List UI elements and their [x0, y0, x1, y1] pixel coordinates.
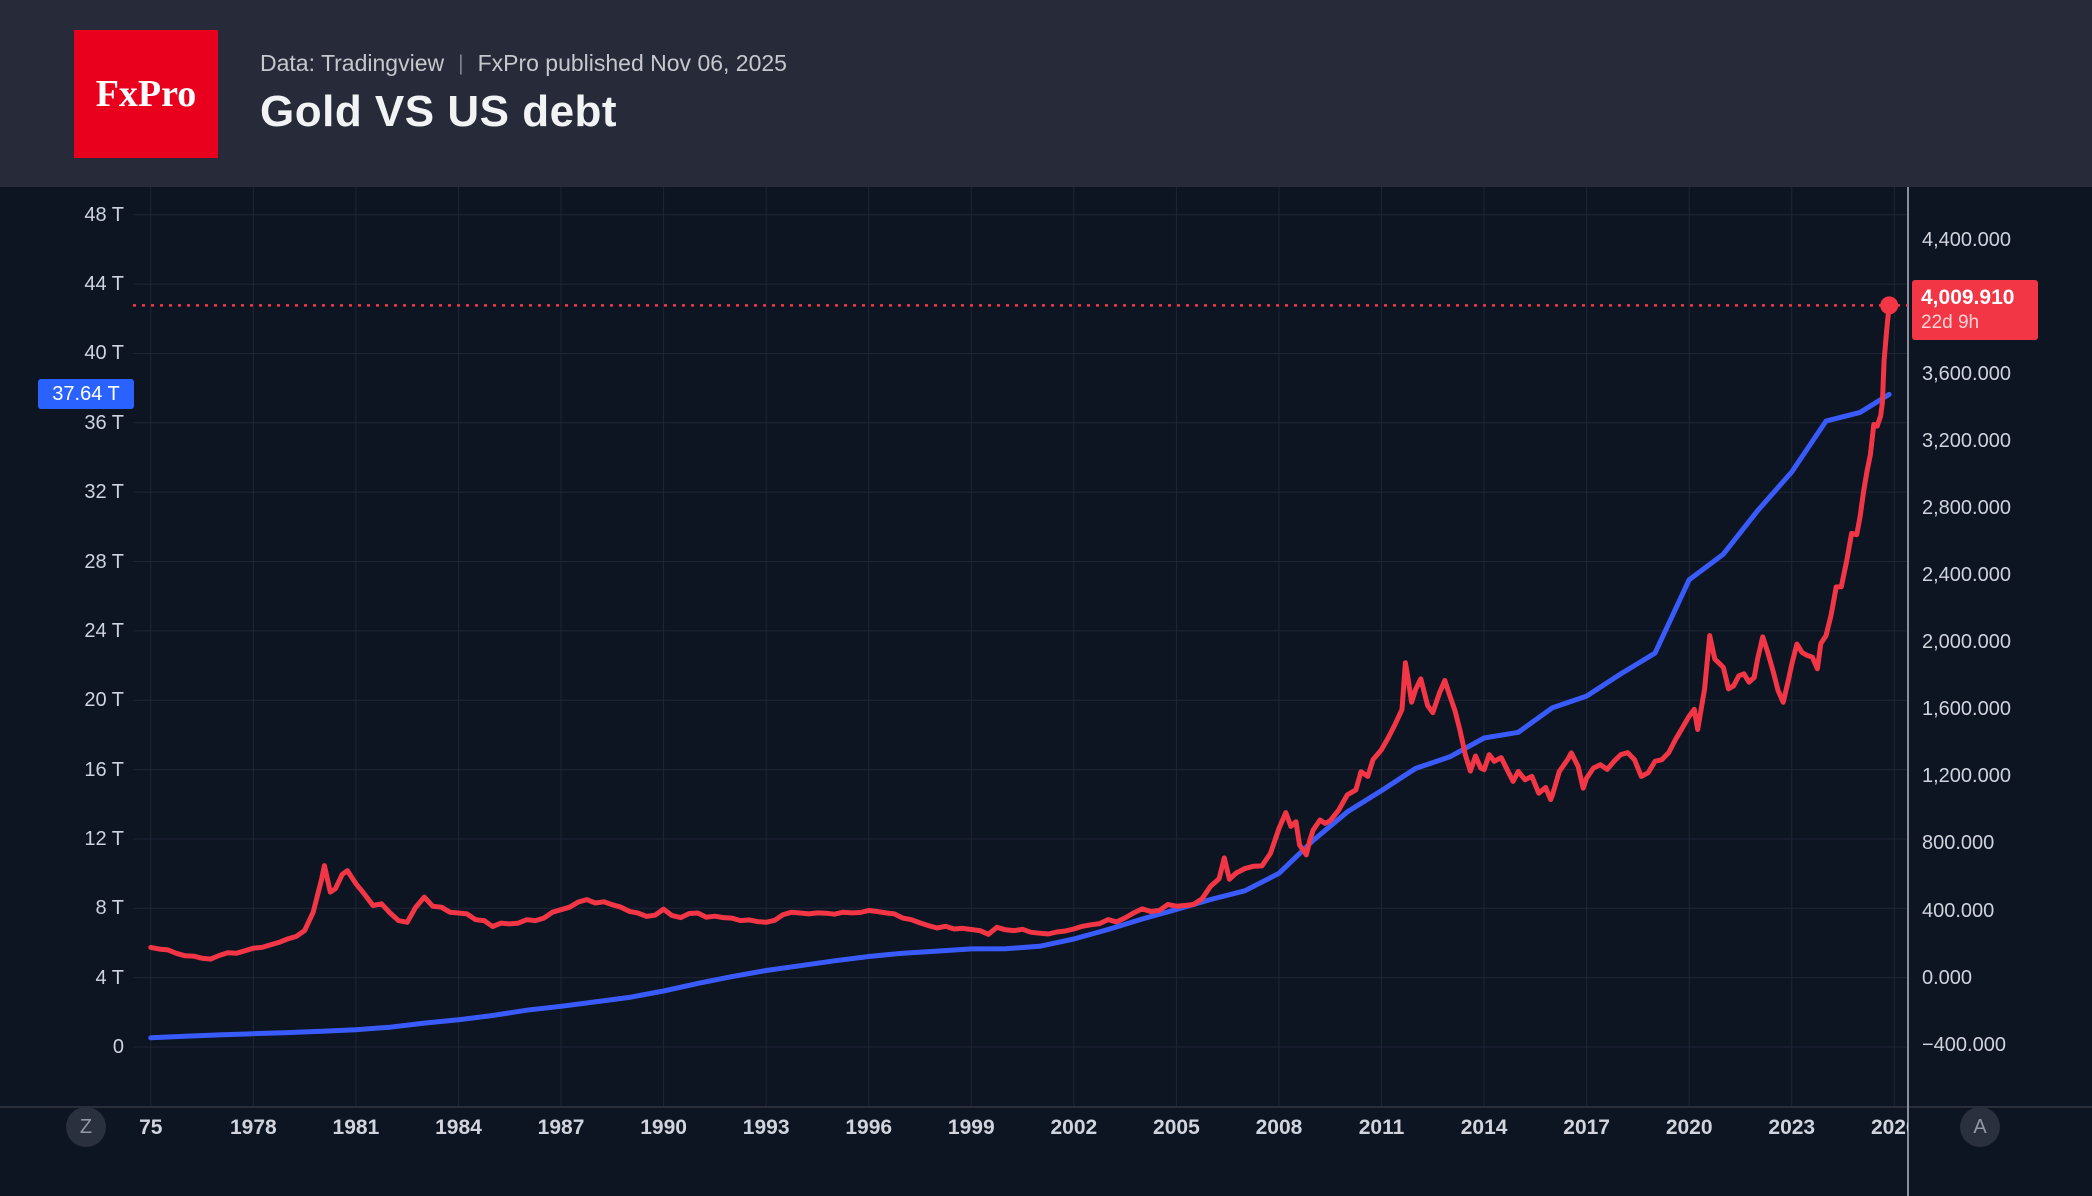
fxpro-logo: FxPro: [74, 29, 218, 158]
x-axis-tick: 2026: [1870, 1116, 1908, 1139]
x-axis-tick: 2014: [1460, 1116, 1508, 1139]
x-axis-tick: 1990: [640, 1116, 687, 1139]
header-text: Data: Tradingview | FxPro published Nov …: [260, 50, 787, 137]
x-axis-tick: 2005: [1153, 1116, 1200, 1139]
debt-series-line: [148, 391, 1892, 1041]
x-axis-tick: 1987: [537, 1116, 585, 1139]
x-axis-tick: 1993: [742, 1116, 790, 1139]
gold-series-line: [148, 302, 1892, 962]
auto-scale-badge[interactable]: A: [1960, 1107, 2000, 1147]
x-axis-tick: 2002: [1050, 1116, 1098, 1139]
gold-price-tag: 4,009.910 22d 9h: [1912, 280, 2038, 341]
published-label: FxPro published Nov 06, 2025: [477, 50, 787, 76]
x-axis-tick: 1984: [435, 1116, 482, 1139]
header: FxPro Data: Tradingview | FxPro publishe…: [0, 0, 2092, 187]
time-scale[interactable]: 75 1978 1981 1984 1987 1990 1993 1996 1999 2002 20…: [0, 1107, 1908, 1196]
x-axis-tick: 2017: [1563, 1116, 1610, 1139]
gold-countdown: 22d 9h: [1921, 312, 1980, 334]
debt-price-value: 37.64 T: [52, 382, 120, 405]
x-axis-tick: 75: [139, 1116, 163, 1139]
meta-separator: |: [458, 51, 464, 75]
x-axis-tick: 2020: [1665, 1116, 1713, 1139]
fxpro-logo-text: FxPro: [95, 72, 197, 115]
debt-price-tag: 37.64 T: [38, 379, 134, 410]
x-axis-tick: 1981: [332, 1116, 380, 1139]
x-axis-tick: 1996: [845, 1116, 893, 1139]
x-axis-tick: 1978: [229, 1116, 277, 1139]
x-axis-tick: 2011: [1358, 1116, 1405, 1139]
timezone-badge[interactable]: Z: [66, 1107, 106, 1147]
x-axis-tick: 2008: [1255, 1116, 1303, 1139]
page-title: Gold VS US debt: [260, 87, 618, 136]
x-axis-tick: 1999: [947, 1116, 995, 1139]
chart-meta: Data: Tradingview | FxPro published Nov …: [260, 50, 787, 77]
gold-last-price-dot: [1880, 296, 1899, 315]
data-source-label: Data: Tradingview: [260, 50, 445, 76]
gold-price-value: 4,009.910: [1921, 286, 2015, 310]
x-axis-tick: 2023: [1768, 1116, 1816, 1139]
